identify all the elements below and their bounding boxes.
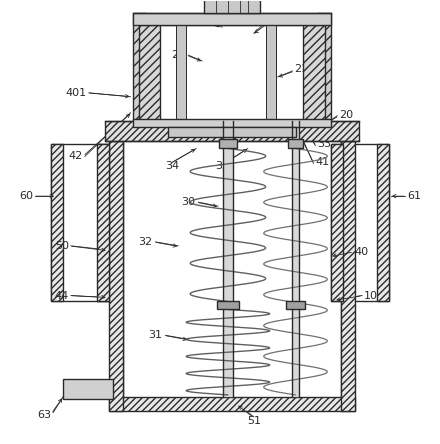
Bar [331, 144, 389, 301]
Bar [132, 13, 147, 121]
Bar [109, 397, 355, 411]
Text: 22: 22 [203, 10, 217, 20]
Text: 211: 211 [294, 64, 315, 74]
Bar [341, 140, 355, 411]
Text: 42: 42 [69, 151, 83, 162]
Bar [51, 144, 63, 301]
Text: 34: 34 [165, 161, 180, 171]
Bar [286, 301, 305, 309]
Bar [292, 121, 300, 397]
Bar [266, 25, 275, 121]
Bar [176, 25, 186, 121]
Text: 44: 44 [55, 290, 69, 301]
Bar [132, 13, 331, 25]
Text: 213: 213 [268, 14, 289, 24]
Bar [139, 25, 160, 121]
Bar [51, 144, 109, 301]
Text: 10: 10 [364, 290, 378, 301]
Bar [105, 121, 359, 140]
Text: 20: 20 [339, 110, 353, 120]
Bar [304, 25, 325, 121]
Text: 401: 401 [66, 88, 87, 98]
Text: 40: 40 [354, 247, 368, 257]
Text: 33: 33 [317, 139, 331, 150]
Bar [139, 25, 325, 121]
Text: 60: 60 [19, 191, 33, 201]
Bar [217, 301, 239, 309]
Bar [63, 379, 113, 399]
Bar [331, 144, 343, 301]
Text: 31: 31 [148, 330, 162, 340]
Text: 50: 50 [55, 241, 69, 251]
Bar [223, 121, 233, 397]
Bar [132, 119, 331, 127]
Bar [169, 127, 296, 137]
Bar [109, 140, 123, 411]
Text: 41: 41 [315, 157, 330, 167]
Bar [204, 0, 260, 13]
Text: 61: 61 [407, 191, 421, 201]
Text: 63: 63 [37, 410, 51, 420]
Bar [317, 13, 331, 121]
Bar [97, 144, 109, 301]
Bar [288, 139, 304, 148]
Bar [219, 139, 237, 148]
Text: 35: 35 [215, 161, 229, 171]
Bar [377, 144, 389, 301]
Text: 30: 30 [181, 197, 195, 207]
Text: 32: 32 [138, 237, 152, 247]
Text: 21: 21 [171, 50, 185, 60]
Text: 51: 51 [247, 416, 261, 426]
Text: 43: 43 [117, 131, 131, 142]
